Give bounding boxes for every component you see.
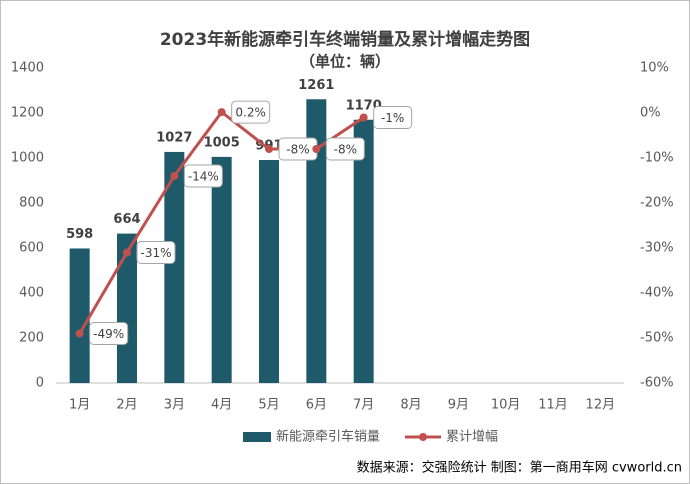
line-value-label: -8%	[334, 143, 357, 157]
legend-label: 累计增幅	[446, 430, 498, 445]
bar	[117, 233, 137, 383]
line-marker	[75, 329, 84, 338]
bar-value-label: 664	[113, 212, 140, 227]
label-box	[325, 137, 365, 161]
x-tick-label: 8月	[400, 398, 421, 413]
y2-tick-label: 10%	[640, 61, 669, 76]
x-tick-label: 3月	[164, 398, 185, 413]
y2-tick-label: -30%	[640, 241, 674, 256]
x-tick-label: 6月	[306, 398, 327, 413]
line-value-label: -49%	[93, 327, 124, 341]
chart-subtitle: （单位：辆）	[300, 53, 390, 71]
bar-value-label: 1005	[204, 135, 240, 150]
y2-tick-label: -60%	[640, 376, 674, 391]
y2-tick-label: -10%	[640, 151, 674, 166]
label-box	[373, 106, 413, 129]
x-tick-label: 12月	[586, 398, 616, 413]
bar	[353, 119, 374, 383]
chart-title: 2023年新能源牵引车终端销量及累计增幅走势图	[160, 29, 530, 50]
y-tick-label: 1000	[11, 151, 44, 166]
bar	[259, 160, 279, 383]
y2-tick-label: 0%	[640, 106, 661, 121]
line-marker	[217, 108, 226, 117]
y-tick-label: 1400	[11, 61, 44, 76]
bar-value-label: 1170	[346, 98, 382, 113]
y-tick-label: 600	[19, 241, 44, 256]
y-tick-label: 200	[19, 331, 44, 346]
label-box	[183, 164, 223, 188]
source-note: 数据来源：交强险统计 制图：第一商用车网 cvworld.cn	[357, 460, 682, 476]
y-tick-label: 400	[19, 286, 44, 301]
bar	[211, 156, 232, 383]
x-tick-label: 11月	[538, 398, 568, 413]
line-marker	[170, 172, 179, 180]
line-value-label: 0.2%	[235, 106, 266, 120]
y-tick-label: 800	[19, 196, 44, 211]
bar	[164, 151, 185, 383]
x-tick-label: 9月	[448, 398, 469, 413]
label-box	[89, 322, 129, 345]
line-marker	[312, 145, 321, 153]
bar	[69, 248, 90, 383]
y-tick-label: 0	[36, 376, 44, 391]
line-value-label: -31%	[140, 246, 171, 260]
y-tick-label: 1200	[11, 106, 44, 121]
label-box	[136, 241, 176, 264]
x-tick-label: 4月	[211, 398, 232, 413]
y2-tick-label: -50%	[640, 331, 674, 346]
line-value-label: -14%	[188, 170, 219, 184]
label-box	[231, 100, 271, 124]
x-tick-label: 5月	[258, 398, 279, 413]
y2-tick-label: -40%	[640, 286, 674, 301]
bar-value-label: 598	[66, 227, 93, 242]
legend-swatch	[243, 432, 271, 442]
y2-tick-label: -20%	[640, 196, 674, 211]
bar	[306, 99, 327, 384]
legend-marker	[419, 433, 427, 441]
line-value-label: -8%	[286, 143, 309, 157]
line-value-label: -1%	[381, 111, 404, 125]
line-marker	[359, 113, 368, 122]
legend-label: 新能源牵引车销量	[276, 429, 380, 445]
line-marker	[265, 145, 273, 153]
bar-value-label: 1261	[298, 78, 334, 93]
x-tick-label: 2月	[116, 398, 137, 413]
x-tick-label: 1月	[69, 398, 90, 413]
x-tick-label: 7月	[353, 398, 374, 413]
x-tick-label: 10月	[491, 398, 521, 413]
line-marker	[123, 248, 131, 257]
bar-value-label: 1027	[156, 130, 192, 145]
